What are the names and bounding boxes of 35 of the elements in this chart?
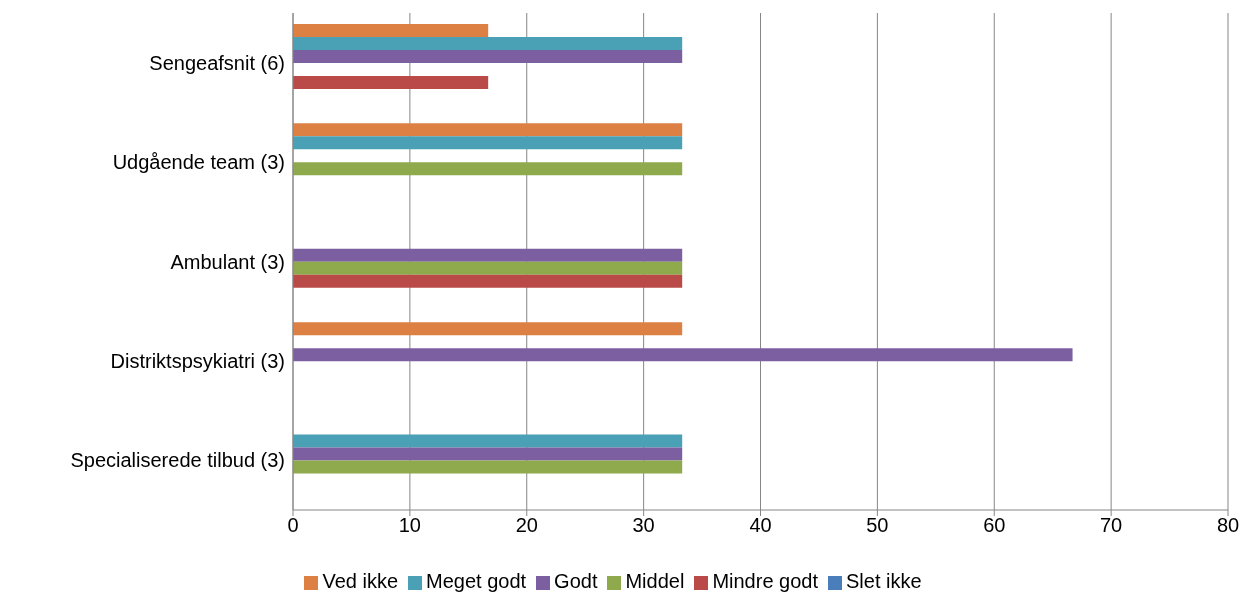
x-tick-label: 0 bbox=[287, 514, 299, 537]
bar bbox=[293, 136, 683, 150]
bar bbox=[293, 123, 683, 137]
legend-label: Middel bbox=[625, 570, 685, 592]
bar bbox=[293, 322, 683, 336]
x-tick-label: 70 bbox=[1100, 514, 1123, 537]
legend-label: Mindre godt bbox=[712, 570, 818, 592]
x-tick-label: 40 bbox=[749, 514, 772, 537]
bar bbox=[293, 460, 683, 474]
legend-label: Ved ikke bbox=[322, 570, 399, 592]
legend-label: Meget godt bbox=[426, 570, 527, 592]
bar bbox=[293, 23, 489, 37]
bar bbox=[293, 49, 683, 63]
y-tick-label: Distriktspsykiatri (3) bbox=[110, 350, 285, 372]
x-tick-label: 20 bbox=[515, 514, 538, 537]
bar bbox=[293, 447, 683, 461]
y-tick-label: Sengeafsnit (6) bbox=[149, 51, 285, 74]
bar bbox=[293, 75, 489, 89]
bar bbox=[293, 434, 683, 448]
x-tick-label: 60 bbox=[983, 514, 1006, 537]
y-tick-label: Udgående team (3) bbox=[112, 151, 285, 174]
x-tick-label: 80 bbox=[1216, 514, 1240, 537]
legend-label: Godt bbox=[554, 570, 598, 592]
legend-label: Slet ikke bbox=[846, 570, 922, 592]
bar bbox=[293, 36, 683, 50]
bar bbox=[293, 248, 683, 262]
y-tick-label: Ambulant (3) bbox=[170, 250, 285, 273]
y-tick-label: Specialiserede tilbud (3) bbox=[70, 449, 285, 472]
x-tick-label: 10 bbox=[398, 514, 421, 537]
bar bbox=[293, 261, 683, 275]
x-tick-label: 30 bbox=[632, 514, 655, 537]
bar bbox=[293, 348, 1073, 362]
x-tick-label: 50 bbox=[866, 514, 889, 537]
bar bbox=[293, 274, 683, 288]
bar bbox=[293, 162, 683, 176]
